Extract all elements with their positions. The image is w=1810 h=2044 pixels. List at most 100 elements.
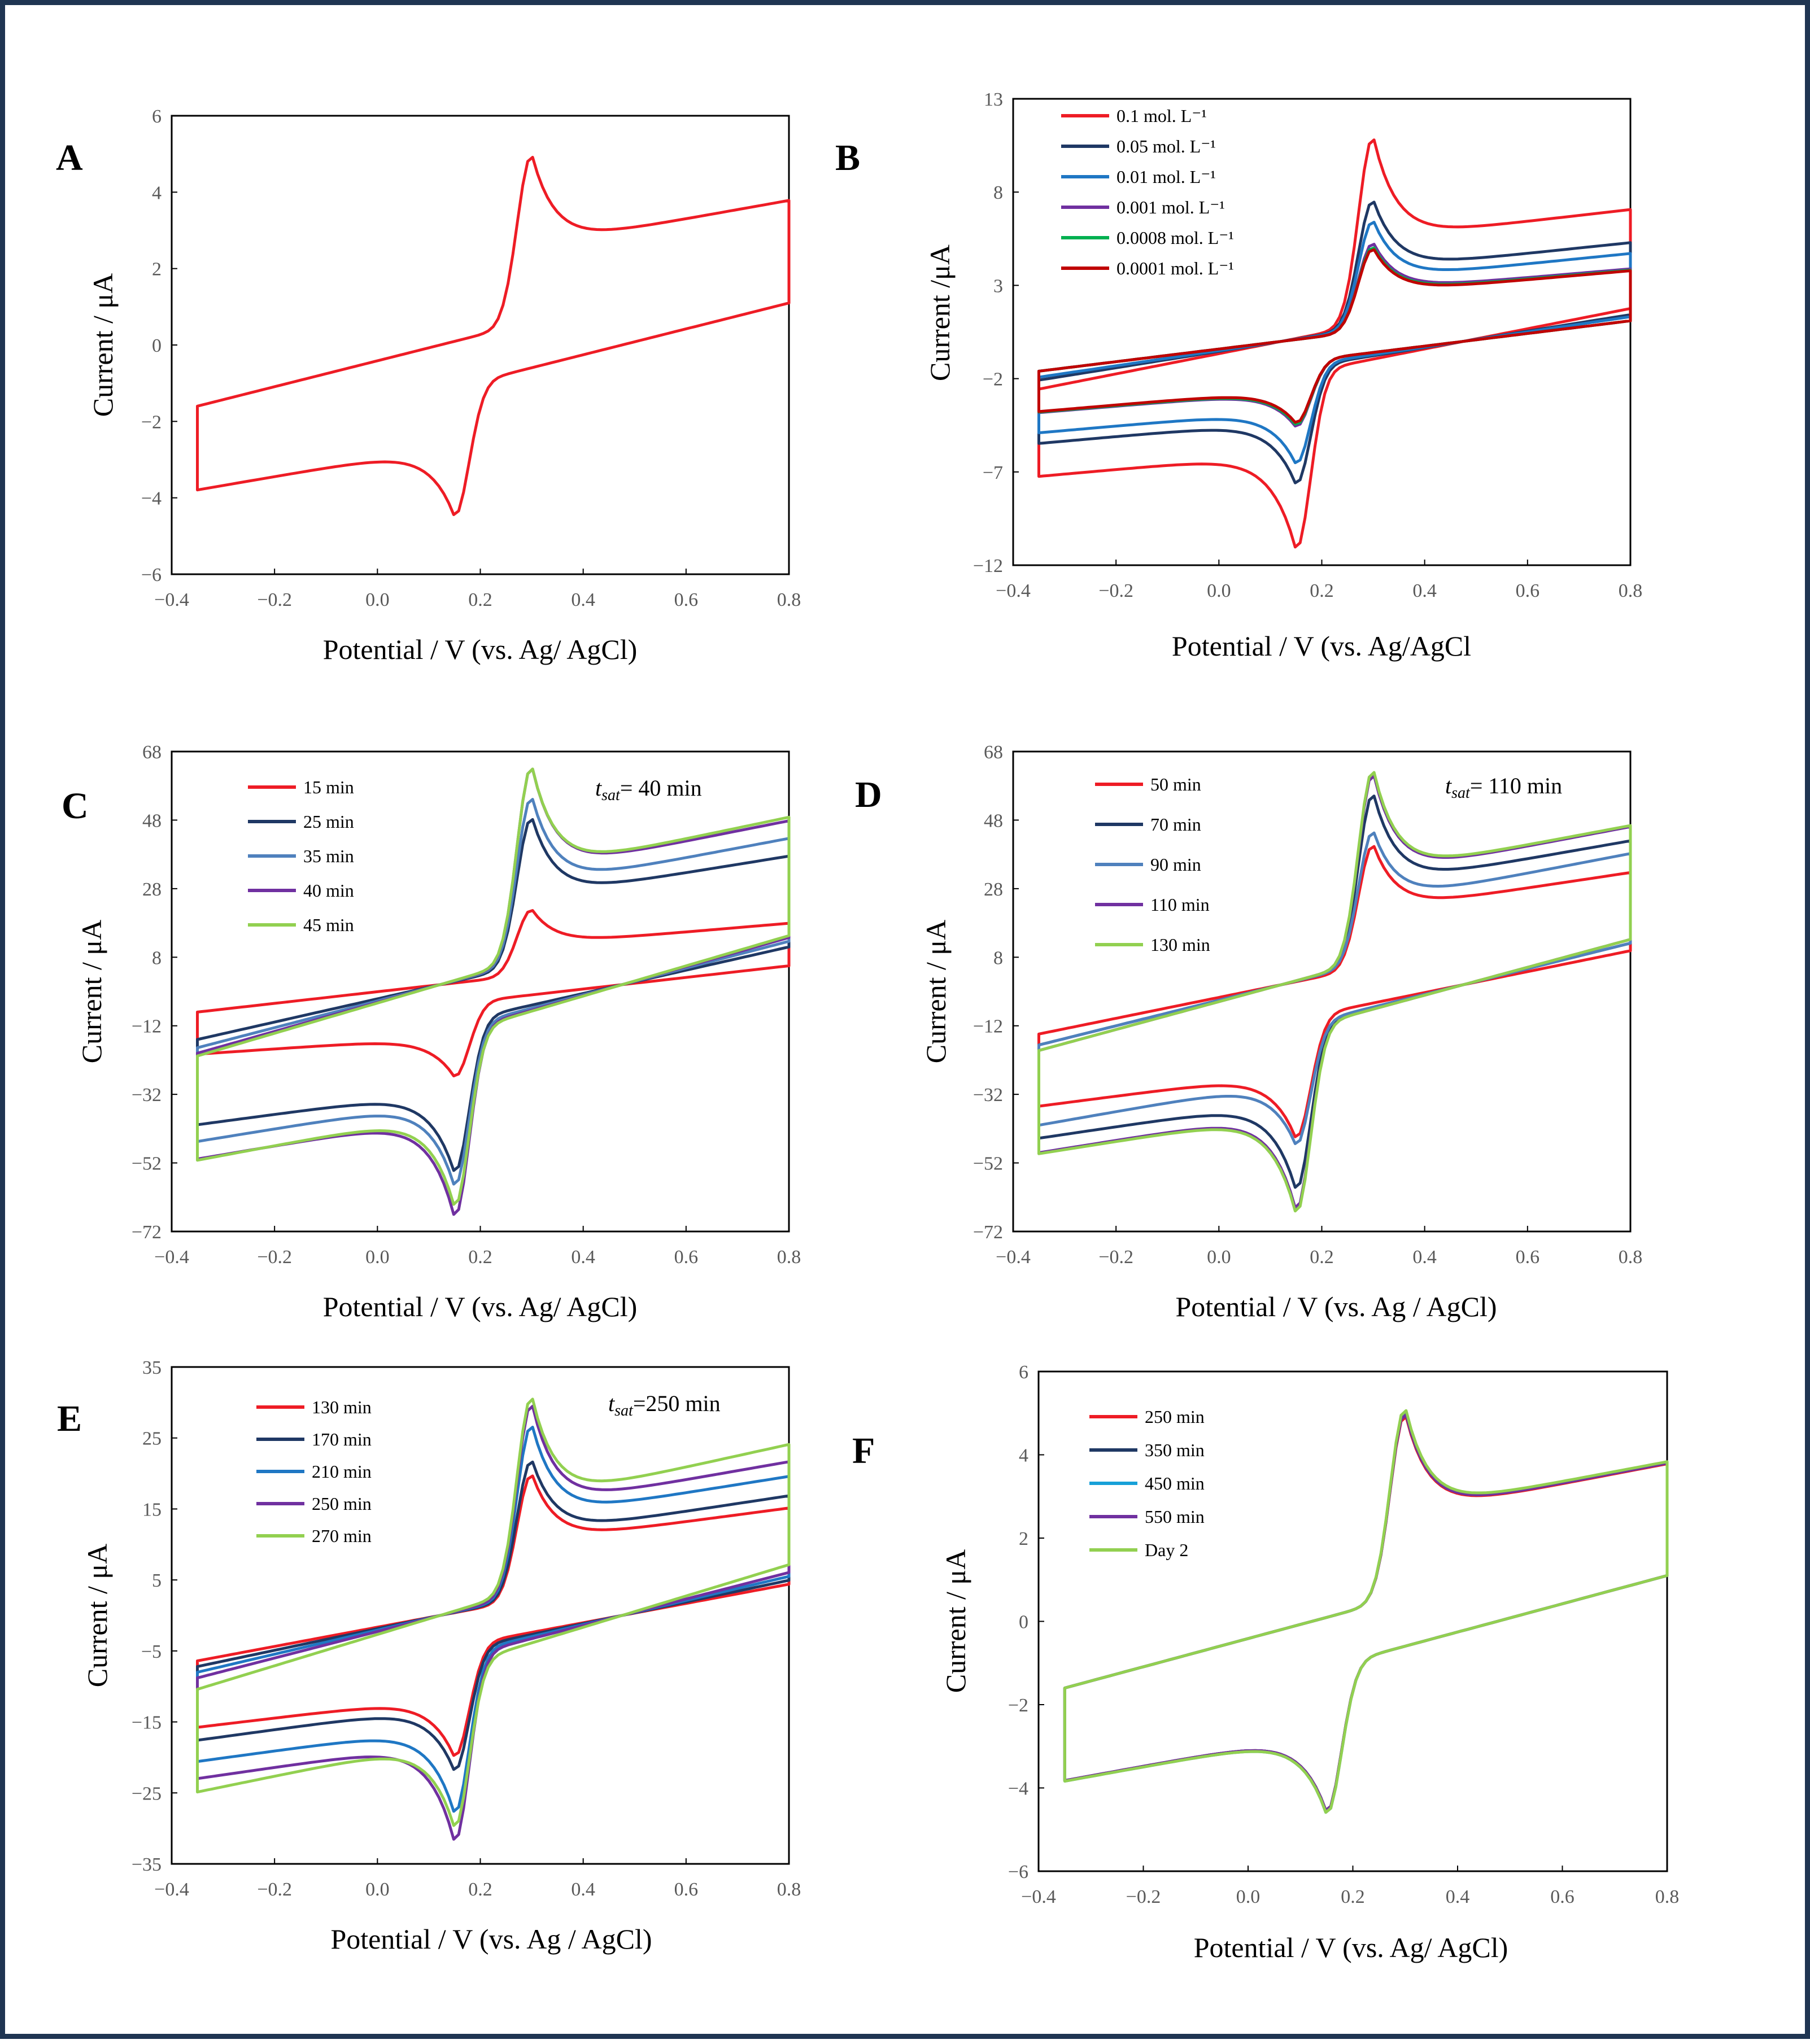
curves-a (196, 156, 791, 516)
cv-curve-50-min (1037, 845, 1632, 1138)
y-tick-label: −25 (132, 1783, 162, 1804)
x-tick-label: 0.0 (365, 1247, 390, 1268)
y-axis-label-b: Current /μA (924, 244, 956, 381)
tsat-rest: =250 min (633, 1391, 721, 1416)
legend-e: 130 min 170 min 210 min 250 min 270 min (256, 1397, 372, 1546)
y-tick-label: −4 (141, 488, 162, 509)
cv-curve-45-min (196, 767, 791, 1206)
x-ticks-c: −0.4 −0.2 0.0 0.2 0.4 0.6 0.8 (154, 1226, 801, 1268)
curves-b (1037, 138, 1632, 549)
y-tick-label: −4 (1008, 1779, 1028, 1800)
y-ticks-b: 13 8 3 −2 −7 −12 (973, 89, 1019, 576)
x-tick-label: 0.6 (1516, 1247, 1540, 1268)
x-tick-label: 0.8 (1619, 580, 1643, 601)
x-axis-label-d: Potential / V (vs. Ag / AgCl) (1175, 1291, 1497, 1322)
y-tick-label: 2 (152, 259, 162, 280)
y-tick-label: −2 (141, 412, 162, 433)
legend-label: 170 min (312, 1429, 372, 1449)
x-tick-label: 0.0 (1236, 1886, 1261, 1907)
x-tick-label: −0.4 (996, 1247, 1031, 1268)
legend-label: 350 min (1145, 1440, 1205, 1460)
legend-label: 130 min (312, 1397, 372, 1417)
tsat-annotation-e: tsat=250 min (608, 1391, 721, 1420)
panel-letter-a: A (56, 137, 83, 178)
y-tick-label: −6 (141, 565, 162, 586)
y-tick-label: −12 (973, 556, 1003, 576)
x-axis-label-a: Potential / V (vs. Ag/ AgCl) (323, 634, 638, 665)
legend-label: 70 min (1150, 814, 1201, 835)
legend-label: 0.01 mol. L⁻¹ (1116, 167, 1216, 187)
y-tick-label: 3 (993, 276, 1003, 296)
legend-label: 25 min (303, 811, 354, 832)
x-tick-label: −0.2 (257, 589, 292, 610)
y-tick-label: 13 (984, 89, 1003, 110)
cv-curve-130-min (196, 1474, 791, 1757)
x-tick-label: 0.8 (1655, 1886, 1680, 1907)
curves-e (196, 1397, 791, 1841)
tsat-rest: = 40 min (620, 775, 702, 801)
x-tick-label: 0.0 (365, 1879, 390, 1900)
cv-curve-70-min (1037, 794, 1632, 1189)
x-tick-label: −0.4 (154, 1247, 189, 1268)
legend-b: 0.1 mol. L⁻¹ 0.05 mol. L⁻¹ 0.01 mol. L⁻¹ 0.… (1061, 106, 1234, 278)
x-tick-label: 0.4 (571, 1879, 595, 1900)
x-tick-label: 0.6 (674, 1247, 699, 1268)
panel-letter-e: E (57, 1398, 82, 1439)
y-tick-label: −2 (1008, 1695, 1028, 1716)
x-tick-label: 0.6 (1550, 1886, 1575, 1907)
y-tick-label: −32 (973, 1085, 1003, 1106)
x-tick-label: 0.6 (1516, 580, 1540, 601)
tsat-rest: = 110 min (1470, 773, 1562, 798)
y-tick-label: 6 (1019, 1362, 1028, 1383)
y-tick-label: −2 (983, 369, 1003, 390)
y-axis-label-d: Current / μA (920, 920, 952, 1064)
plot-area-e (171, 1366, 790, 1865)
legend-label: 50 min (1150, 774, 1201, 794)
legend-label: 450 min (1145, 1473, 1205, 1493)
y-tick-label: 6 (152, 106, 162, 127)
y-ticks-e: 35 25 15 5 −5 −15 −25 −35 (132, 1357, 177, 1875)
panel-b: B −0.4 −0.2 0.0 0.2 0.4 0.6 0.8 13 8 3 −2 −7 −12 0.… (835, 89, 1642, 662)
x-tick-label: 0.6 (674, 589, 699, 610)
y-tick-label: 25 (142, 1429, 162, 1449)
x-tick-label: 0.8 (777, 1879, 801, 1900)
x-ticks-a: −0.4 −0.2 0.0 0.2 0.4 0.6 0.8 (154, 569, 801, 610)
y-ticks-a: 6 4 2 0 −2 −4 −6 (141, 106, 177, 586)
legend-label: 550 min (1145, 1506, 1205, 1527)
panel-e: E −0.4 −0.2 0.0 0.2 0.4 0.6 0.8 35 25 15 5 −5 −15 −2… (57, 1357, 801, 1955)
x-ticks-d: −0.4 −0.2 0.0 0.2 0.4 0.6 0.8 (996, 1226, 1642, 1268)
y-tick-label: −12 (132, 1016, 162, 1037)
cv-curve-170-min (196, 1460, 791, 1771)
curves-c (196, 767, 791, 1216)
y-ticks-f: 6 4 2 0 −2 −4 −6 (1008, 1362, 1044, 1883)
x-tick-label: −0.4 (1021, 1886, 1056, 1907)
panel-letter-b: B (835, 137, 860, 178)
y-tick-label: −35 (132, 1854, 162, 1875)
y-tick-label: −5 (141, 1641, 162, 1662)
legend-label: 90 min (1150, 854, 1201, 875)
figure-canvas: A −0.4 −0.2 0.0 0.2 0.4 0.6 0.8 6 4 2 0 −2 −4 −6 Pot… (56, 89, 1680, 1963)
y-axis-label-e: Current / μA (81, 1544, 113, 1688)
y-tick-label: 48 (142, 810, 162, 831)
x-tick-label: 0.8 (777, 589, 801, 610)
x-ticks-e: −0.4 −0.2 0.0 0.2 0.4 0.6 0.8 (154, 1858, 801, 1900)
y-tick-label: −7 (983, 462, 1003, 483)
y-ticks-c: 68 48 28 8 −12 −32 −52 −72 (132, 742, 177, 1243)
x-tick-label: 0.2 (1310, 1247, 1334, 1268)
cv-curve-210-min (196, 1426, 791, 1813)
plot-area-a (171, 115, 790, 575)
y-axis-label-a: Current / μA (87, 273, 119, 417)
cv-curve-0-0001-mol-L- (1037, 248, 1632, 424)
x-tick-label: 0.4 (1412, 580, 1437, 601)
x-axis-label-f: Potential / V (vs. Ag/ AgCl) (1194, 1932, 1508, 1963)
legend-label: 15 min (303, 777, 354, 797)
y-tick-label: 48 (984, 810, 1003, 831)
panel-d: D −0.4 −0.2 0.0 0.2 0.4 0.6 0.8 68 48 28 8 −12 −32 −… (855, 742, 1642, 1322)
x-tick-label: 0.2 (1341, 1886, 1365, 1907)
x-tick-label: −0.2 (1126, 1886, 1161, 1907)
panel-c: C −0.4 −0.2 0.0 0.2 0.4 0.6 0.8 68 48 28 8 −12 −32 −… (62, 742, 801, 1322)
legend-label: 0.0008 mol. L⁻¹ (1116, 228, 1234, 248)
y-tick-label: 4 (1019, 1445, 1028, 1466)
y-tick-label: −52 (973, 1154, 1003, 1174)
legend-label: 0.0001 mol. L⁻¹ (1116, 258, 1234, 278)
